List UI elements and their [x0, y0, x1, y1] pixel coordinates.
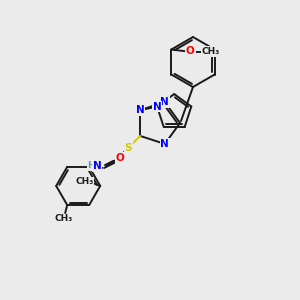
Text: N: N	[160, 97, 169, 107]
Text: S: S	[124, 143, 132, 153]
Text: H: H	[87, 161, 95, 170]
Text: CH₃: CH₃	[54, 214, 72, 224]
Text: CH₃: CH₃	[201, 47, 220, 56]
Text: N: N	[93, 161, 102, 171]
Text: N: N	[136, 105, 145, 115]
Text: N: N	[160, 139, 169, 149]
Text: O: O	[186, 46, 195, 56]
Text: O: O	[116, 153, 124, 163]
Text: CH₃: CH₃	[75, 177, 93, 186]
Text: N: N	[153, 101, 161, 112]
